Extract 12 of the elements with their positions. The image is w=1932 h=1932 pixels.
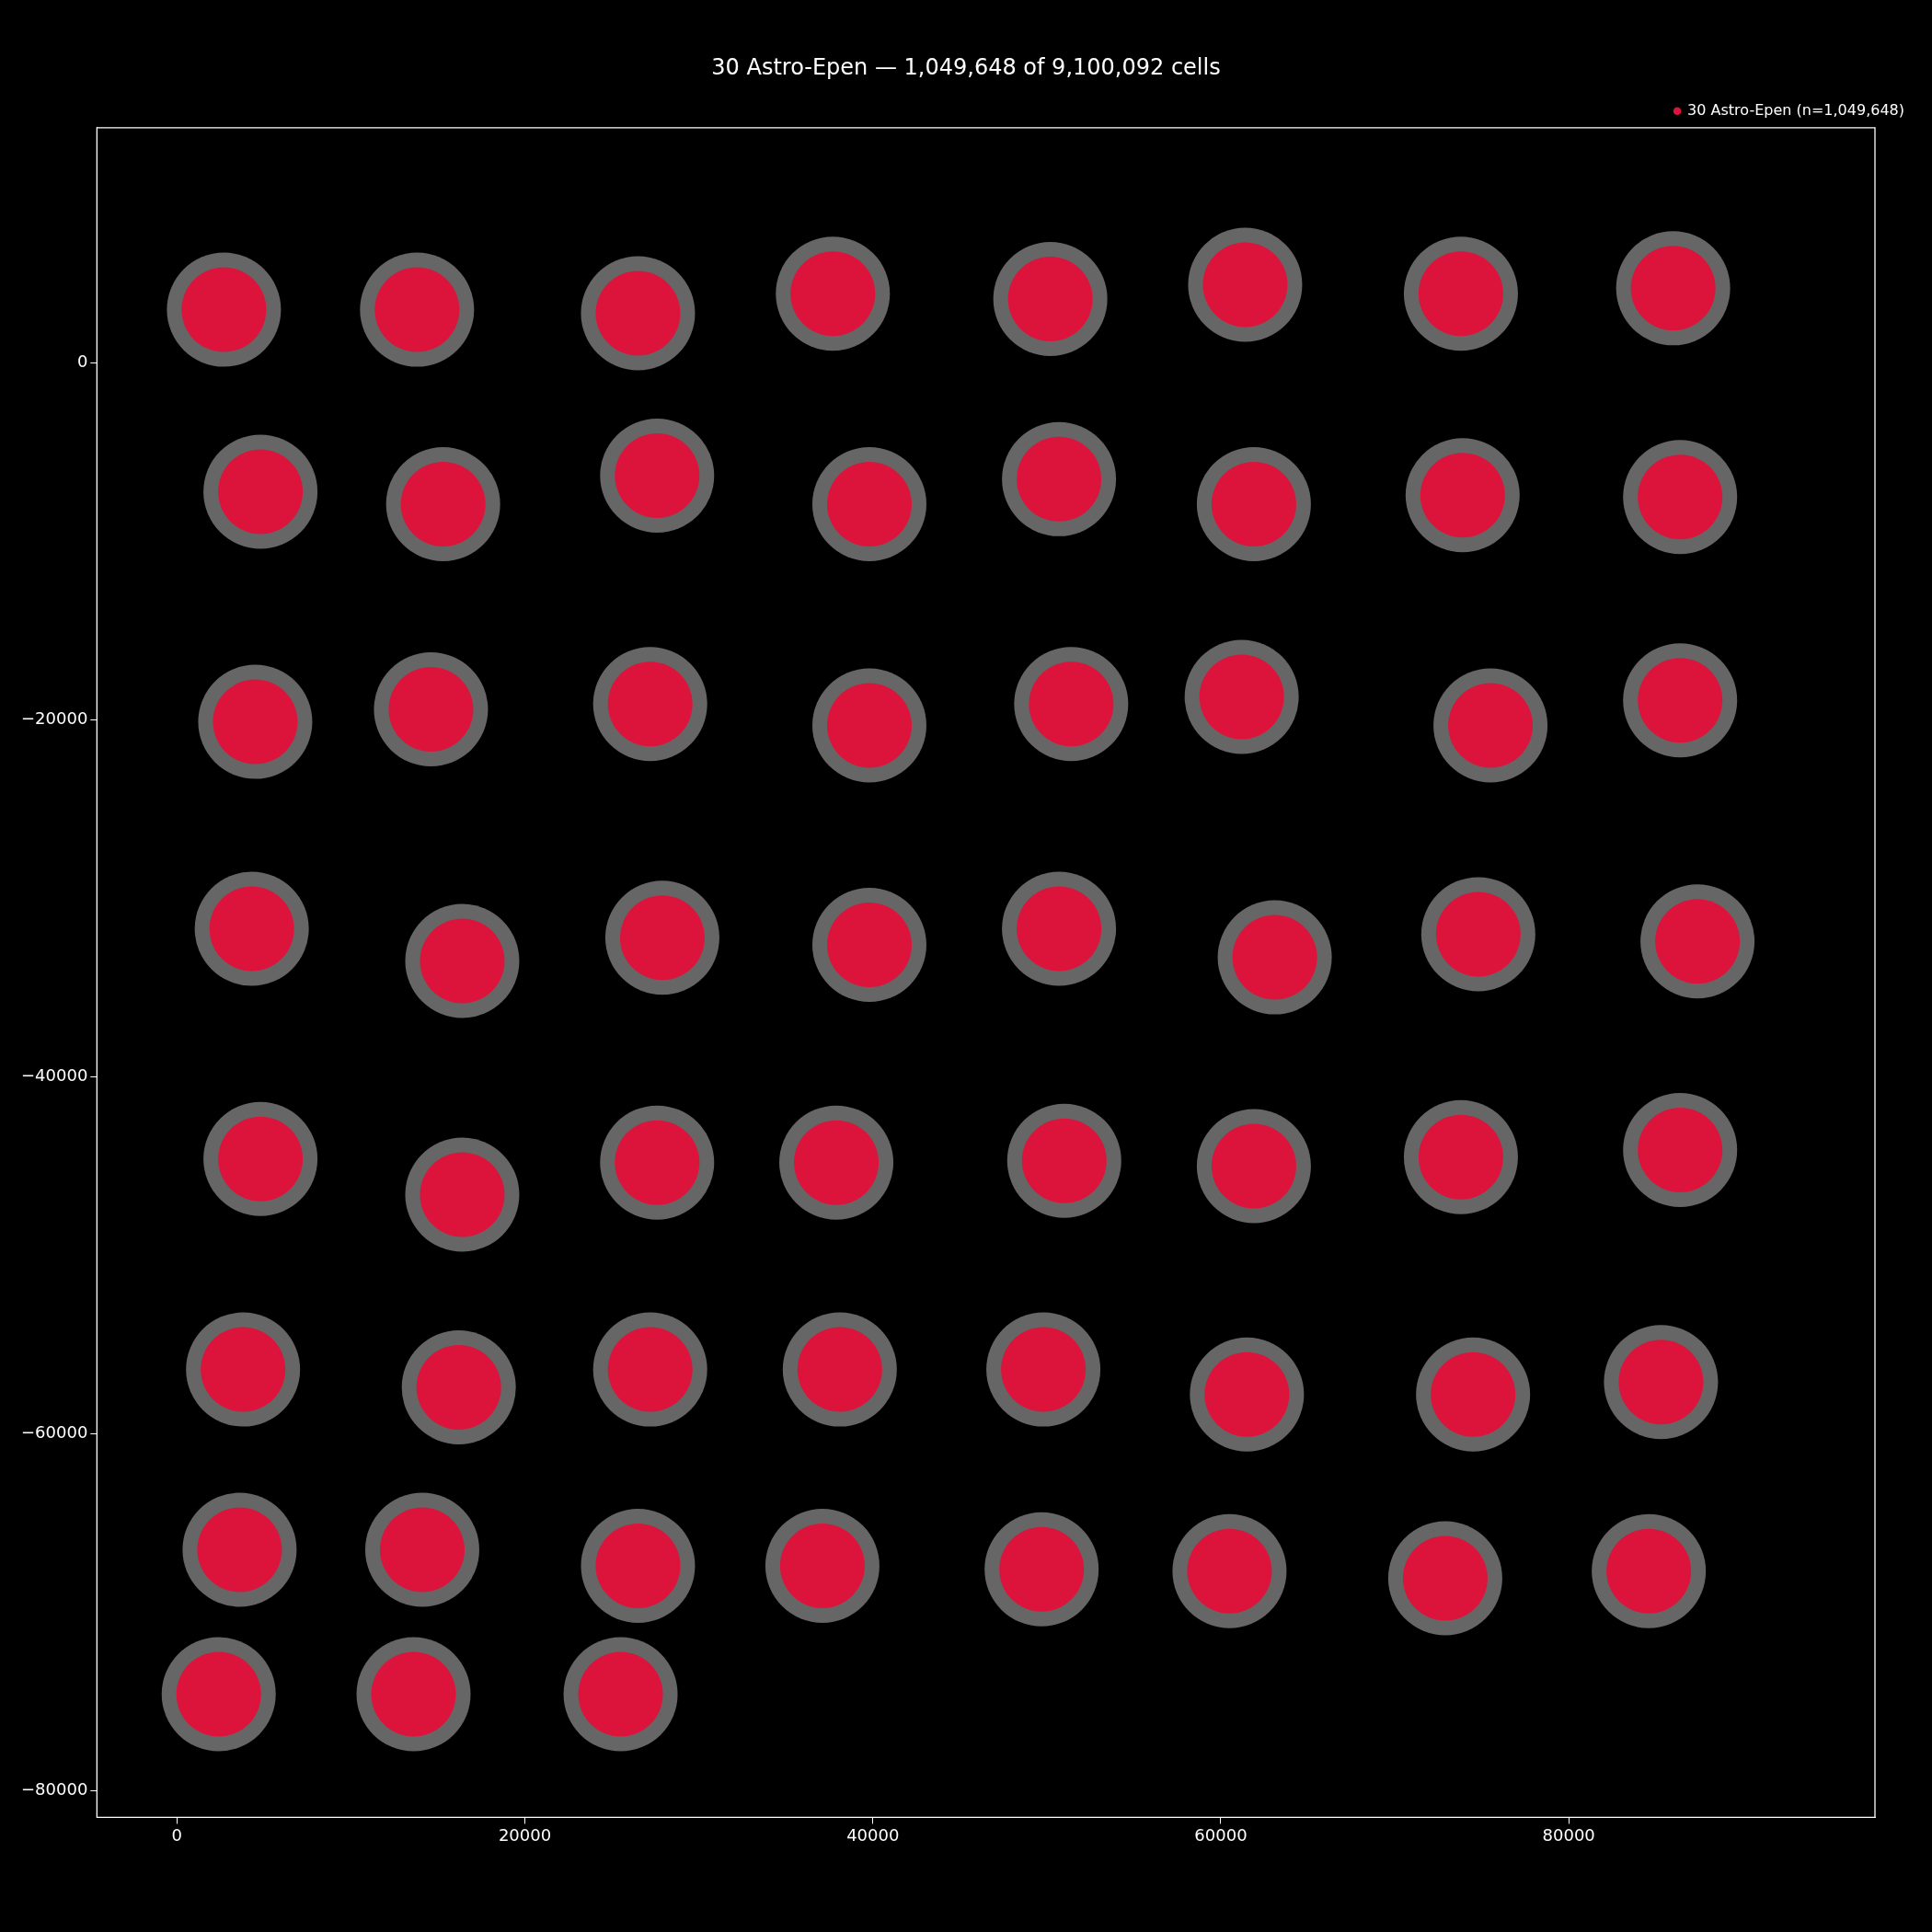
y-tick-label: −60000 xyxy=(21,1422,88,1443)
y-tick-label: −40000 xyxy=(21,1065,88,1086)
x-tick-label: 20000 xyxy=(498,1824,552,1845)
y-tick-label: −80000 xyxy=(21,1778,88,1799)
y-tick-label: 0 xyxy=(76,351,88,372)
x-tick-label: 60000 xyxy=(1194,1824,1248,1845)
y-tick-label: −20000 xyxy=(21,708,88,729)
legend-label: 30 Astro-Epen (n=1,049,648) xyxy=(1687,100,1905,119)
x-tick-label: 80000 xyxy=(1542,1824,1595,1845)
chart-title: 30 Astro-Epen — 1,049,648 of 9,100,092 cells xyxy=(711,53,1221,80)
x-tick-label: 0 xyxy=(171,1824,183,1845)
x-tick-label: 40000 xyxy=(846,1824,900,1845)
